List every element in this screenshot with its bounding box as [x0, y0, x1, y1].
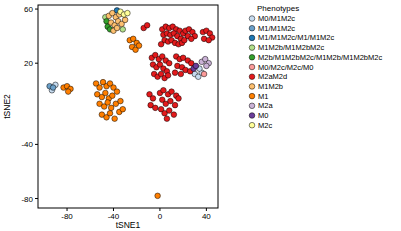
point	[204, 63, 210, 69]
point	[188, 36, 194, 42]
point	[164, 116, 170, 122]
x-tick	[159, 208, 160, 211]
y-tick-label: 60	[24, 5, 33, 14]
point	[114, 89, 120, 95]
point	[182, 37, 188, 43]
point	[155, 193, 161, 199]
point	[158, 41, 164, 47]
y-tick-label: -80	[21, 195, 33, 204]
y-tick	[35, 63, 38, 64]
point	[110, 93, 116, 99]
point	[144, 23, 150, 29]
legend-label: M1M2b	[258, 82, 283, 91]
legend-label: M2b/M1M2bM2c/M1M2b/M1M2bM2c	[258, 53, 382, 62]
legend-label: M1	[258, 92, 268, 101]
point	[122, 17, 128, 23]
legend-marker	[249, 45, 255, 51]
y-axis-label: tSNE2	[2, 94, 12, 119]
point	[120, 27, 126, 33]
point	[166, 108, 172, 114]
point	[50, 85, 56, 91]
y-tick	[35, 144, 38, 145]
legend-marker	[249, 55, 255, 61]
x-tick	[113, 208, 114, 211]
point	[103, 90, 109, 96]
point	[166, 60, 172, 66]
plot-frame	[38, 5, 218, 208]
y-tick	[35, 198, 38, 199]
point	[201, 71, 207, 77]
point	[118, 98, 124, 104]
point	[112, 116, 118, 122]
point	[171, 112, 177, 118]
x-tick-label: 40	[202, 212, 211, 221]
legend-label: M1M2b/M1M2bM2c	[258, 43, 325, 52]
point	[114, 25, 120, 31]
point	[168, 98, 174, 104]
point	[176, 96, 182, 102]
point	[178, 71, 184, 77]
legend-label: M2aM2d	[258, 72, 287, 81]
legend-marker	[249, 113, 255, 119]
point	[125, 10, 131, 16]
legend-marker	[249, 64, 255, 70]
points	[47, 8, 215, 199]
point	[172, 70, 178, 76]
chart: -80-400406020-40-80tSNE1tSNE2PhenotypesM…	[0, 0, 401, 231]
point	[105, 100, 111, 106]
legend-label: M1/M1M2c/M1/M1M2c	[258, 33, 335, 42]
x-axis-label: tSNE1	[116, 220, 141, 230]
legend-marker	[249, 122, 255, 128]
point	[65, 89, 71, 95]
legend-label: M0/M2c/M2c/M0	[258, 63, 313, 72]
legend-marker	[249, 84, 255, 90]
legend-label: M2a	[258, 101, 273, 110]
legend-marker	[249, 103, 255, 109]
point	[172, 102, 178, 108]
legend-marker	[249, 35, 255, 41]
point	[161, 87, 167, 93]
legend-title: Phenotypes	[257, 4, 299, 13]
point	[152, 105, 158, 111]
point	[107, 110, 113, 116]
legend-marker	[249, 25, 255, 31]
legend-label: M0	[258, 111, 268, 120]
point	[193, 63, 199, 69]
y-tick	[35, 9, 38, 10]
legend-marker	[249, 16, 255, 22]
point	[206, 37, 212, 43]
legend-marker	[249, 93, 255, 99]
legend-marker	[249, 74, 255, 80]
point	[150, 96, 156, 102]
x-tick	[206, 208, 207, 211]
legend-label: M1/M1M2c	[258, 24, 295, 33]
point	[169, 89, 175, 95]
point	[97, 85, 103, 91]
legend-label: M0/M1M2c	[258, 14, 295, 23]
x-tick-label: -80	[61, 212, 73, 221]
x-tick-label: 0	[158, 212, 163, 221]
point	[120, 106, 126, 112]
point	[108, 105, 114, 111]
point	[136, 43, 142, 49]
y-tick-label: 20	[24, 59, 33, 68]
x-tick	[67, 208, 68, 211]
point	[165, 73, 171, 79]
y-tick-label: -40	[21, 140, 33, 149]
legend-label: M2c	[258, 121, 272, 130]
